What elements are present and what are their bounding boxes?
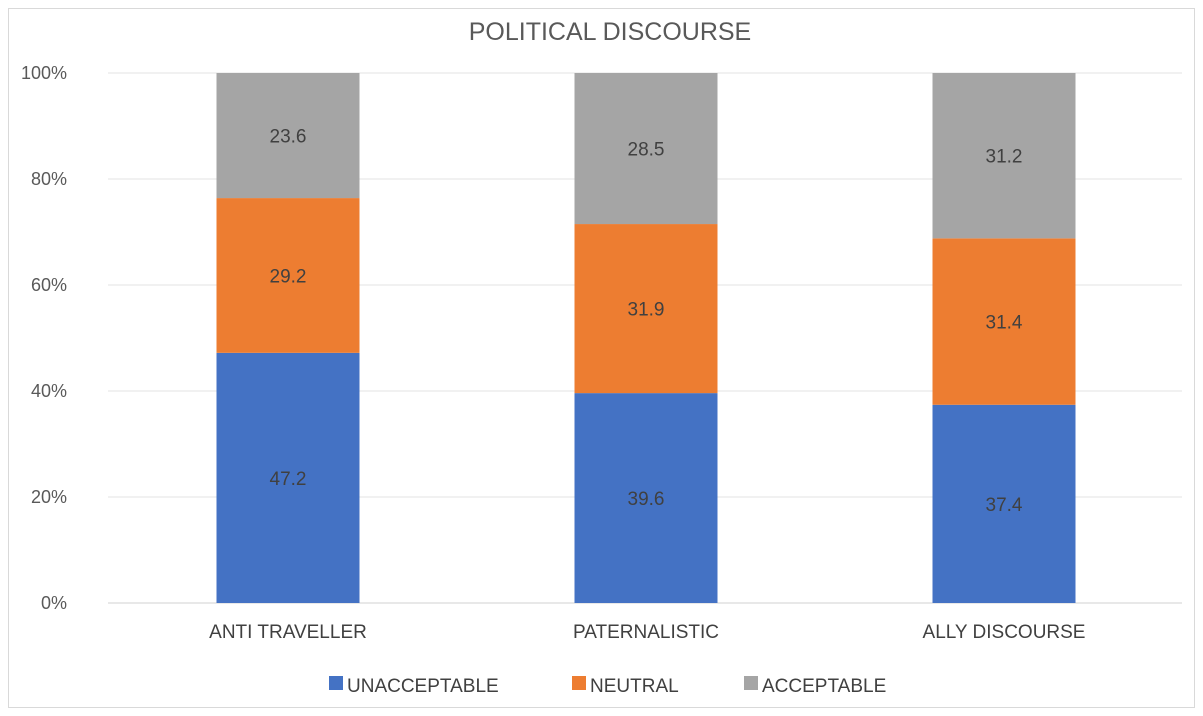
legend-swatch-acceptable [744,676,758,690]
data-label-acceptable: 23.6 [270,127,307,148]
y-axis-ticks: 0% 20% 40% 60% 80% 100% [21,63,67,613]
x-axis-category-labels: ANTI TRAVELLER PATERNALISTIC ALLY DISCOU… [209,622,1085,643]
legend: UNACCEPTABLE NEUTRAL ACCEPTABLE [329,676,886,697]
bar-segment-neutral [574,224,718,394]
legend-label-acceptable: ACCEPTABLE [762,676,886,697]
legend-swatch-unacceptable [329,676,343,690]
y-tick-label: 100% [21,63,67,83]
bar-segment-neutral [216,198,360,353]
data-label-unacceptable: 37.4 [986,495,1023,516]
chart-title: POLITICAL DISCOURSE [469,18,751,46]
data-label-neutral: 31.4 [986,313,1023,334]
data-label-neutral: 31.9 [628,300,665,321]
bar-segment-neutral [932,238,1076,405]
y-tick-label: 80% [31,169,67,189]
bar-segment-unacceptable [574,393,718,603]
data-labels: 47.2 29.2 23.6 39.6 31.9 28.5 37.4 31.4 31.2 [270,127,1023,516]
category-label: ANTI TRAVELLER [209,622,367,643]
data-label-acceptable: 31.2 [986,147,1023,168]
data-label-unacceptable: 47.2 [270,469,307,490]
y-tick-label: 0% [41,593,67,613]
category-label: ALLY DISCOURSE [923,622,1086,643]
bar-segment-unacceptable [216,352,360,603]
legend-label-neutral: NEUTRAL [590,676,679,697]
data-label-acceptable: 28.5 [628,140,665,161]
bar-segment-unacceptable [932,404,1076,603]
bar-segment-acceptable [932,73,1076,239]
legend-label-unacceptable: UNACCEPTABLE [347,676,499,697]
bar-segment-acceptable [574,73,718,225]
legend-swatch-neutral [572,676,586,690]
data-label-neutral: 29.2 [270,266,307,287]
bar-segment-acceptable [216,73,360,199]
data-label-unacceptable: 39.6 [628,489,665,510]
category-label: PATERNALISTIC [573,622,719,643]
y-tick-label: 20% [31,487,67,507]
y-tick-label: 40% [31,381,67,401]
bar-segments [216,73,1076,603]
y-tick-label: 60% [31,275,67,295]
